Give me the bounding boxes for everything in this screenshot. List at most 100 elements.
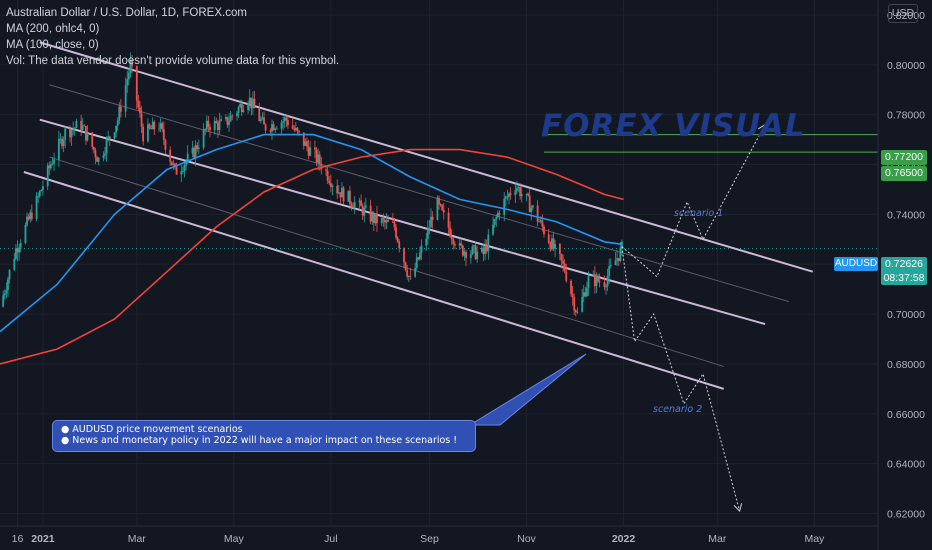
symbol-title[interactable]: Australian Dollar / U.S. Dollar, 1D, FOR… <box>6 7 247 19</box>
channel-line-inner <box>49 84 790 303</box>
x-tick-label: 2021 <box>31 533 55 545</box>
candle-body <box>350 203 353 207</box>
x-tick-label: May <box>804 533 825 545</box>
candle-body <box>104 153 106 156</box>
candle-body <box>115 125 118 133</box>
candle-body <box>619 247 622 261</box>
ma200-legend[interactable]: MA (200, ohlc4, 0) <box>6 23 100 35</box>
candle-body <box>525 193 528 195</box>
candle-body <box>349 190 351 204</box>
candle-body <box>463 251 466 256</box>
candle-body <box>565 271 568 281</box>
candle-body <box>119 106 122 112</box>
candle-body <box>492 224 494 235</box>
scenario-1-label: scenario 1 <box>674 208 724 219</box>
volume-legend[interactable]: Vol: The data vendor doesn't provide vol… <box>6 55 340 67</box>
candle-body <box>81 125 84 130</box>
candle-body <box>609 265 612 267</box>
moving-averages <box>0 133 624 365</box>
candle-body <box>19 243 22 248</box>
candle-body <box>42 186 44 190</box>
candle-body <box>126 79 129 86</box>
candle-body <box>481 247 483 252</box>
level-tag-high[interactable]: 0.77200 <box>881 150 927 165</box>
candle-body <box>582 292 585 298</box>
callout-pointer <box>468 353 587 426</box>
candle-body <box>329 183 332 187</box>
y-tick-label: 0.80000 <box>887 60 925 72</box>
candle-body <box>147 124 149 142</box>
x-tick-label: 16 <box>12 533 24 545</box>
candle-body <box>476 251 479 260</box>
candle-body <box>92 146 95 151</box>
candle-body <box>520 193 523 197</box>
candle-body <box>151 121 154 130</box>
candle-body <box>571 293 574 298</box>
candle-body <box>450 236 453 239</box>
candle-body <box>226 117 229 125</box>
candle-body <box>218 120 221 131</box>
candle-body <box>576 311 579 313</box>
candle-body <box>574 310 577 313</box>
candle-body <box>382 218 385 220</box>
candle-body <box>105 139 108 154</box>
candle-body <box>419 252 421 260</box>
candle-body <box>296 127 299 131</box>
candle-body <box>51 163 54 165</box>
candle-body <box>385 220 388 223</box>
candle-body <box>26 216 28 225</box>
candle-body <box>259 119 262 122</box>
candle-body <box>352 206 355 209</box>
candle-body <box>247 103 250 111</box>
candle-body <box>282 121 285 123</box>
candle-body <box>458 243 461 246</box>
candle-body <box>318 154 321 164</box>
candle-body <box>339 192 342 198</box>
candle-body <box>102 155 105 158</box>
candle-body <box>217 122 219 131</box>
level-tag-low[interactable]: 0.76500 <box>881 166 927 181</box>
candle-body <box>197 147 200 149</box>
candle-body <box>194 145 197 158</box>
candle-body <box>360 200 362 207</box>
candle-body <box>436 197 439 220</box>
candle-body <box>326 170 329 181</box>
candle-body <box>180 171 183 175</box>
candle-body <box>570 280 572 294</box>
candle-body <box>409 276 412 277</box>
x-tick-label: 2022 <box>612 533 636 545</box>
candle-body <box>337 192 340 194</box>
candle-body <box>562 260 564 264</box>
candle-body <box>454 244 456 246</box>
ma100-line <box>0 133 623 333</box>
candle-body <box>275 128 278 130</box>
candle-body <box>473 245 475 247</box>
candle-body <box>503 198 506 215</box>
candle-body <box>86 132 89 141</box>
candle-body <box>248 97 251 104</box>
scenario-2-path <box>621 246 741 512</box>
candle-body <box>83 125 86 127</box>
candle-body <box>182 171 184 172</box>
candle-body <box>46 165 49 187</box>
candle-body <box>406 270 409 277</box>
ma100-legend[interactable]: MA (100, close, 0) <box>6 39 99 51</box>
candle-body <box>347 190 350 202</box>
candle-body <box>258 108 261 122</box>
candle-body <box>396 237 399 242</box>
candle-body <box>342 187 345 202</box>
candle-body <box>291 125 294 129</box>
candle-body <box>341 187 343 198</box>
candle-body <box>116 120 119 126</box>
currency-button[interactable]: USD <box>888 4 918 23</box>
candle-body <box>237 107 240 113</box>
candle-body <box>306 141 308 147</box>
candle-body <box>252 98 254 109</box>
candle-body <box>530 207 533 213</box>
candle-body <box>371 213 374 222</box>
candle-body <box>61 138 63 147</box>
candle-body <box>369 205 372 222</box>
candle-body <box>16 248 19 253</box>
candle-body <box>558 243 561 255</box>
